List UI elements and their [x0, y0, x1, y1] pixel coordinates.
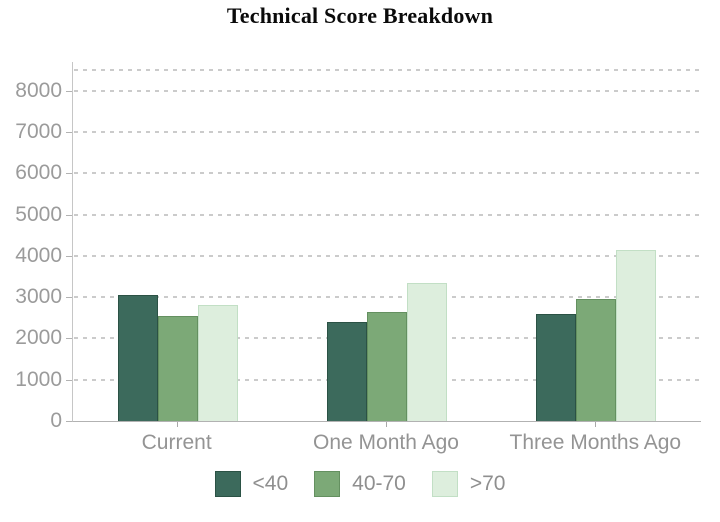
y-axis-tick-label: 8000 — [15, 78, 62, 102]
gridline — [74, 213, 701, 216]
legend: <40 40-70 >70 — [0, 466, 720, 502]
x-axis-category-label: Three Months Ago — [509, 431, 682, 454]
y-axis-tick-label: 2000 — [15, 326, 62, 350]
bar-three-months-ago-series-0 — [536, 313, 577, 421]
legend-label: 40-70 — [352, 472, 406, 495]
x-axis-tick-mark — [386, 422, 387, 427]
y-axis-tick-label: 0 — [50, 409, 62, 432]
y-axis-tick-mark — [66, 214, 72, 216]
y-axis-tick-label: 1000 — [15, 367, 62, 391]
x-axis-tick-mark — [595, 422, 597, 427]
x-axis-category-label: One Month Ago — [313, 431, 459, 454]
bar-one-month-ago-series-1 — [367, 311, 407, 421]
y-axis-tick-mark — [66, 421, 72, 422]
bar-three-months-ago-series-2 — [616, 249, 657, 421]
gridline — [74, 172, 701, 175]
bar-current-series-1 — [157, 315, 198, 421]
y-axis-tick-mark — [66, 297, 72, 299]
y-axis-tick-mark — [66, 255, 72, 257]
gridline — [74, 69, 701, 72]
legend-label: >70 — [469, 472, 506, 495]
gridline — [74, 254, 701, 257]
legend-item: <40 — [214, 471, 289, 497]
legend-item: 40-70 — [314, 471, 406, 497]
legend-item: >70 — [431, 471, 506, 497]
plot-area — [72, 62, 701, 422]
bar-three-months-ago-series-1 — [576, 299, 617, 421]
y-axis-tick-mark — [66, 379, 72, 381]
legend-swatch — [431, 471, 458, 497]
bar-one-month-ago-series-0 — [327, 321, 367, 421]
chart-title: Technical Score Breakdown — [226, 3, 494, 28]
x-axis-category-label: Current — [141, 431, 212, 454]
legend-swatch — [214, 471, 241, 497]
y-axis-tick-label: 5000 — [15, 202, 62, 226]
legend-label: <40 — [252, 472, 289, 495]
bar-current-series-0 — [117, 295, 158, 421]
y-axis-tick-label: 6000 — [15, 161, 62, 185]
gridline — [74, 89, 701, 92]
y-axis-tick-mark — [66, 173, 72, 175]
y-axis-tick-mark — [66, 90, 72, 92]
y-axis-tick-label: 4000 — [15, 243, 62, 267]
legend-swatch — [314, 471, 341, 497]
y-axis-tick-label: 7000 — [15, 120, 62, 144]
gridline — [74, 131, 701, 134]
x-axis-tick-mark — [176, 422, 178, 427]
gridline — [74, 296, 701, 299]
y-axis-tick-mark — [66, 132, 72, 134]
bar-current-series-2 — [197, 305, 238, 421]
bar-one-month-ago-series-2 — [407, 282, 447, 421]
y-axis-tick-mark — [66, 338, 72, 340]
y-axis-tick-label: 3000 — [15, 285, 62, 309]
